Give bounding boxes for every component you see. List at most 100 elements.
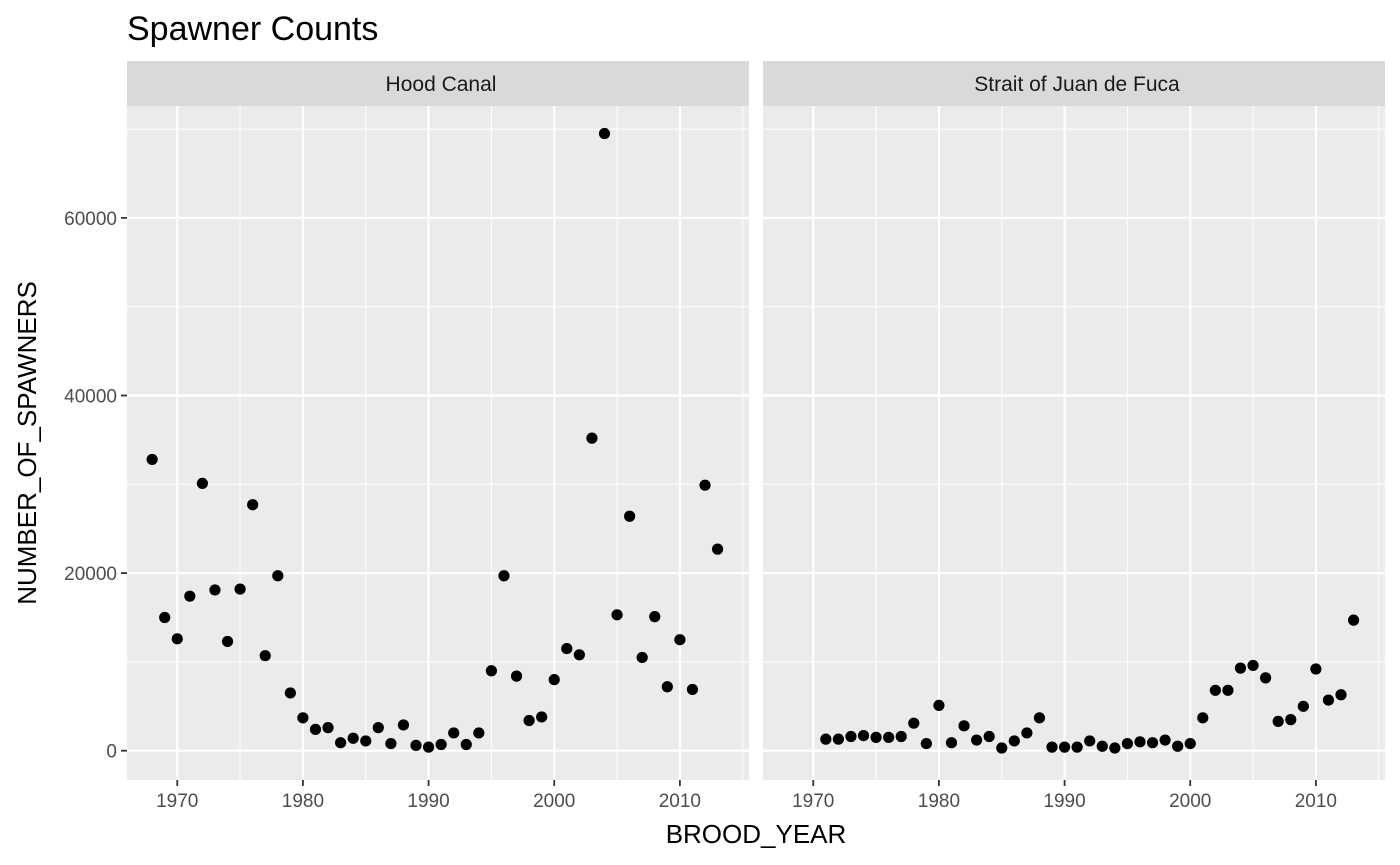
data-point: [1247, 659, 1259, 672]
data-point: [1184, 737, 1196, 750]
x-tick-label: 1980: [918, 791, 960, 812]
y-tick-label: 60000: [64, 209, 117, 230]
data-point: [335, 737, 347, 749]
data-point: [1209, 684, 1221, 696]
data-point: [958, 720, 970, 732]
x-tick-label: 2010: [1295, 791, 1337, 812]
data-point: [1109, 742, 1121, 754]
data-point: [908, 717, 920, 729]
x-tick-label: 1990: [407, 791, 449, 812]
data-point: [536, 711, 548, 723]
data-point: [159, 611, 171, 624]
data-point: [360, 735, 372, 747]
data-point: [649, 611, 661, 623]
data-point: [933, 699, 945, 712]
data-point: [1234, 662, 1247, 674]
data-point: [146, 453, 158, 466]
data-point: [971, 734, 983, 746]
data-point: [372, 722, 384, 734]
data-point: [920, 737, 932, 750]
data-point: [711, 543, 724, 555]
data-point: [674, 634, 686, 646]
panel-background-strait-of-juan-de-fuca: [763, 106, 1385, 780]
y-axis-title: NUMBER_OF_SPAWNERS: [12, 281, 42, 605]
y-tick-label: 40000: [64, 386, 117, 407]
y-tick-label: 0: [106, 742, 117, 763]
data-point: [397, 719, 410, 731]
x-axis-hood-canal: 1970 1980 1990 2000 2010: [156, 780, 701, 812]
data-point: [1322, 694, 1335, 706]
data-point: [1071, 741, 1083, 753]
data-point: [1121, 737, 1134, 750]
data-point: [1046, 741, 1058, 753]
data-point: [636, 651, 648, 664]
data-point: [586, 432, 598, 444]
data-point: [1347, 614, 1360, 626]
data-point: [1033, 712, 1046, 724]
data-point: [510, 670, 523, 682]
data-point: [272, 570, 284, 582]
facet-panel-strait-of-juan-de-fuca: [763, 61, 1385, 780]
y-axis: 0 20000 40000 60000: [64, 209, 127, 763]
data-point: [573, 649, 585, 661]
data-point: [1297, 700, 1309, 712]
data-point: [422, 741, 435, 753]
x-tick-label: 1990: [1043, 791, 1085, 812]
x-tick-label: 1980: [282, 791, 324, 812]
y-tick-label: 20000: [64, 564, 117, 585]
data-point: [410, 739, 422, 751]
data-point: [1084, 735, 1096, 747]
data-point: [1021, 727, 1033, 739]
data-point: [523, 714, 535, 727]
data-point: [247, 499, 259, 511]
chart-title: Spawner Counts: [127, 10, 378, 48]
x-tick-label: 2010: [659, 791, 701, 812]
data-point: [661, 681, 673, 693]
data-point: [1335, 689, 1347, 701]
data-point: [1058, 741, 1071, 753]
data-point: [1146, 737, 1159, 749]
data-point: [460, 738, 472, 751]
data-point: [624, 510, 636, 522]
data-point: [983, 730, 995, 743]
data-point: [284, 687, 296, 699]
data-point: [548, 674, 560, 686]
data-point: [435, 738, 447, 751]
data-point: [857, 729, 870, 742]
data-point: [259, 650, 271, 662]
data-point: [820, 733, 832, 745]
data-point: [561, 642, 573, 655]
data-point: [598, 127, 611, 140]
data-point: [309, 723, 322, 735]
data-point: [1197, 712, 1209, 724]
data-point: [347, 732, 359, 744]
data-point: [221, 635, 234, 648]
data-point: [171, 633, 183, 645]
data-point: [883, 731, 895, 743]
x-axis-title: BROOD_YEAR: [666, 819, 847, 849]
facet-strip-strait-of-juan-de-fuca: [763, 61, 1385, 106]
facet-panel-hood-canal: [127, 61, 749, 780]
data-point: [1285, 714, 1297, 726]
data-point: [448, 727, 460, 739]
data-point: [699, 479, 711, 491]
facet-label-strait-of-juan-de-fuca: Strait of Juan de Fuca: [974, 73, 1180, 96]
x-tick-label: 1970: [792, 791, 834, 812]
data-point: [385, 737, 397, 750]
data-point: [297, 712, 309, 724]
data-point: [485, 665, 498, 677]
x-tick-label: 2000: [1169, 791, 1211, 812]
data-point: [1159, 734, 1171, 746]
data-point: [686, 683, 699, 696]
data-point: [1008, 735, 1020, 747]
data-point: [832, 733, 844, 745]
data-point: [845, 730, 857, 743]
x-axis-strait-of-juan-de-fuca: 1970 1980 1990 2000 2010: [792, 780, 1337, 812]
data-point: [322, 722, 334, 734]
data-point: [1272, 715, 1284, 727]
panel-background-hood-canal: [127, 106, 749, 780]
x-tick-label: 2000: [533, 791, 575, 812]
data-point: [498, 570, 510, 582]
data-point: [945, 737, 958, 749]
